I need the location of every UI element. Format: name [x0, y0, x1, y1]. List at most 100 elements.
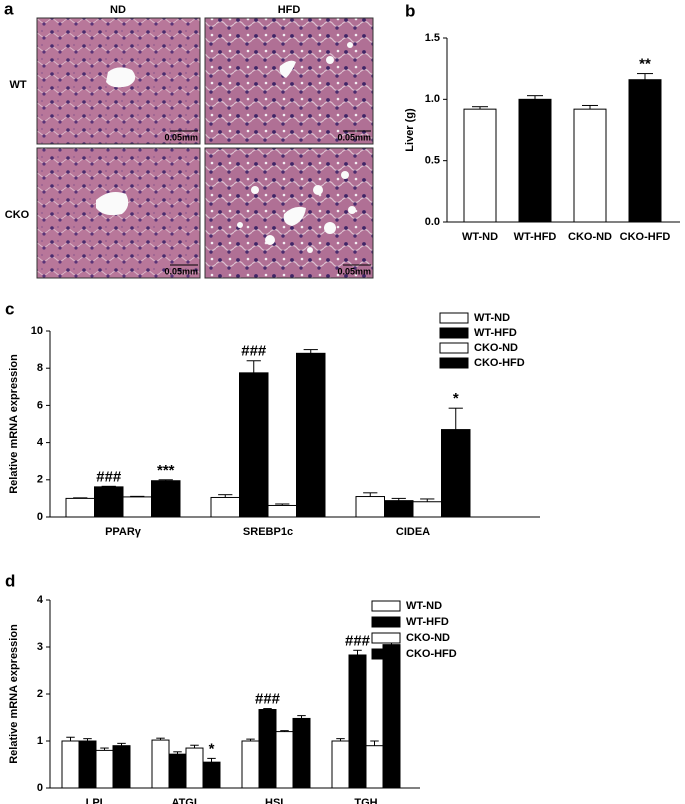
- bar: [241, 740, 260, 789]
- x-tick-label: PPARγ: [105, 526, 142, 538]
- bar: [151, 739, 170, 789]
- y-tick-label: 1.5: [425, 32, 440, 44]
- y-tick-label: 8: [37, 362, 43, 374]
- legend-label: WT-ND: [406, 600, 442, 612]
- y-tick-label: 0: [37, 511, 43, 523]
- significance-label: **: [639, 56, 651, 73]
- y-tick-label: 4: [37, 594, 44, 606]
- significance-label: ###: [96, 468, 122, 485]
- bar: [382, 644, 401, 789]
- bar: [112, 745, 131, 789]
- row-label: CKO: [5, 209, 30, 221]
- x-tick-label: WT-ND: [462, 231, 498, 243]
- bar: [292, 717, 311, 789]
- bar: [348, 654, 367, 789]
- bar: [122, 496, 152, 518]
- significance-label: ###: [241, 343, 267, 360]
- bar: [573, 108, 607, 223]
- bar: [239, 372, 269, 518]
- bar: [412, 501, 442, 518]
- x-tick-label: CIDEA: [396, 526, 430, 538]
- y-tick-label: 4: [37, 437, 44, 449]
- legend-swatch: [439, 327, 469, 339]
- bar: [94, 486, 124, 518]
- legend-label: CKO-HFD: [406, 648, 457, 660]
- bar: [78, 740, 97, 789]
- legend-swatch: [439, 342, 469, 354]
- y-tick-label: 3: [37, 641, 43, 653]
- y-axis-label: Relative mRNA expression: [8, 624, 20, 764]
- x-tick-label: CKO-ND: [568, 231, 612, 243]
- bar: [275, 731, 294, 789]
- bar: [628, 79, 662, 223]
- significance-label: ###: [255, 691, 281, 708]
- bar: [151, 480, 181, 518]
- bar: [95, 749, 114, 789]
- bar: [518, 98, 552, 223]
- legend-swatch: [439, 357, 469, 369]
- legend-swatch: [371, 616, 401, 628]
- legend-label: CKO-HFD: [474, 357, 525, 369]
- y-tick-label: 6: [37, 399, 43, 411]
- significance-label: *: [209, 740, 215, 757]
- scale-label: 0.05mm: [337, 132, 371, 142]
- legend-label: WT-HFD: [474, 327, 517, 339]
- bar: [296, 352, 326, 518]
- y-axis-label: Liver (g): [404, 108, 416, 152]
- panel-label: a: [4, 0, 14, 18]
- scale-bar: 0.05mm 0.05mm 0.05mm 0.05mm: [164, 130, 371, 276]
- x-tick-label: CKO-HFD: [620, 231, 671, 243]
- x-tick-label: TGH: [354, 797, 377, 804]
- bar: [441, 429, 471, 518]
- scale-label: 0.05mm: [337, 266, 371, 276]
- x-tick-label: WT-HFD: [514, 231, 557, 243]
- y-tick-label: 1: [37, 735, 43, 747]
- significance-label: ***: [157, 462, 175, 479]
- legend-label: WT-HFD: [406, 616, 449, 628]
- y-axis-label: Relative mRNA expression: [8, 354, 20, 494]
- legend-swatch: [371, 648, 401, 660]
- significance-label: *: [453, 390, 459, 407]
- significance-label: ###: [345, 632, 371, 649]
- legend-label: CKO-ND: [406, 632, 450, 644]
- x-tick-label: SREBP1c: [243, 526, 293, 538]
- y-tick-label: 0.5: [425, 155, 440, 167]
- y-tick-label: 10: [31, 325, 43, 337]
- bar: [65, 497, 95, 518]
- bar: [384, 500, 414, 518]
- column-label: ND: [110, 4, 126, 16]
- legend-swatch: [439, 312, 469, 324]
- bar: [355, 496, 385, 518]
- bar: [365, 745, 384, 789]
- y-tick-label: 0.0: [425, 216, 440, 228]
- y-tick-label: 2: [37, 688, 43, 700]
- scale-label: 0.05mm: [164, 132, 198, 142]
- micrograph: [204, 17, 374, 145]
- micrograph: [204, 147, 374, 279]
- row-label: WT: [9, 79, 26, 91]
- bar: [331, 740, 350, 789]
- bar: [267, 504, 297, 518]
- panel-label: d: [5, 571, 15, 590]
- bar: [463, 108, 497, 223]
- x-tick-label: LPL: [86, 797, 107, 804]
- micrograph: [36, 17, 201, 145]
- bar: [210, 496, 240, 518]
- legend-swatch: [371, 600, 401, 612]
- bar: [258, 709, 277, 789]
- micrograph: [36, 147, 201, 279]
- panel-label: c: [5, 299, 14, 318]
- legend-label: CKO-ND: [474, 342, 518, 354]
- column-label: HFD: [278, 4, 301, 16]
- y-tick-label: 2: [37, 474, 43, 486]
- x-tick-label: HSL: [265, 797, 287, 804]
- panel-label: b: [405, 1, 415, 20]
- bar: [61, 740, 80, 789]
- scale-label: 0.05mm: [164, 266, 198, 276]
- bar: [168, 753, 187, 789]
- y-tick-label: 0: [37, 782, 43, 794]
- bar: [202, 761, 221, 789]
- x-tick-label: ATGL: [171, 797, 200, 804]
- legend-label: WT-ND: [474, 312, 510, 324]
